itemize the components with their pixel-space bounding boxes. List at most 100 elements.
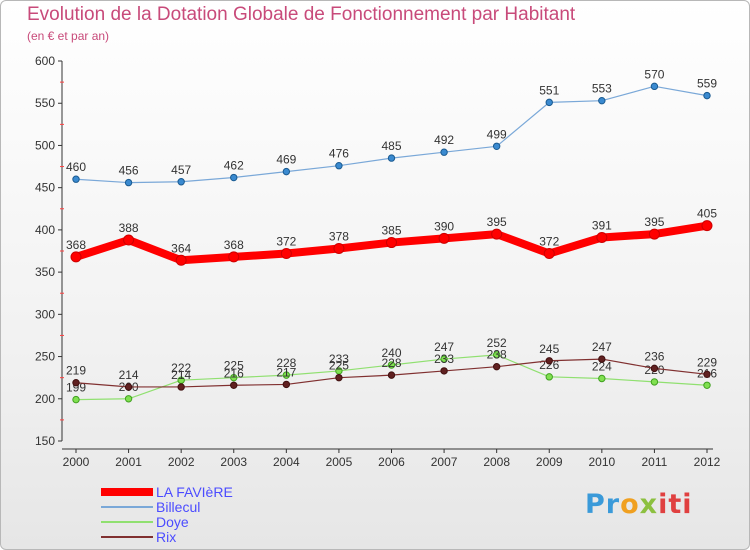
x-tick-label: 2004	[273, 455, 300, 469]
data-label: 247	[592, 340, 612, 354]
legend-label: Doye	[156, 514, 189, 530]
data-label: 553	[592, 82, 612, 96]
data-point	[438, 232, 450, 244]
data-label: 199	[66, 381, 86, 395]
x-tick-label: 2006	[378, 455, 405, 469]
data-point	[177, 178, 185, 186]
data-point	[123, 234, 135, 246]
data-point	[492, 362, 501, 371]
data-label: 476	[329, 147, 349, 161]
chart-title: Evolution de la Dotation Globale de Fonc…	[27, 4, 576, 25]
legend-item: Doye	[101, 514, 301, 530]
data-label: 236	[644, 349, 664, 363]
legend: LA FAVIèRE Billecul Doye Rix	[101, 484, 301, 545]
y-tick-label: 450	[35, 181, 55, 195]
data-label: 224	[592, 360, 612, 374]
data-label: 460	[66, 160, 86, 174]
x-tick-label: 2010	[588, 455, 615, 469]
data-point	[230, 373, 238, 382]
data-point	[650, 364, 659, 373]
data-label: 469	[276, 153, 296, 167]
data-point	[282, 167, 291, 176]
data-point	[387, 154, 396, 162]
data-point	[492, 142, 501, 150]
legend-swatch	[101, 506, 153, 508]
data-point	[70, 251, 82, 263]
data-label: 368	[66, 238, 86, 252]
data-point	[545, 98, 553, 107]
legend-swatch	[101, 521, 153, 523]
legend-swatch	[101, 488, 153, 496]
data-label: 388	[119, 221, 139, 235]
data-label: 372	[539, 235, 559, 249]
data-point	[386, 237, 397, 249]
data-label: 238	[487, 348, 507, 362]
data-point	[440, 148, 448, 156]
data-label: 570	[644, 67, 664, 81]
data-point	[598, 374, 606, 383]
data-point	[228, 251, 240, 263]
legend-item: Rix	[101, 529, 301, 545]
data-point	[280, 248, 292, 260]
data-label: 499	[487, 127, 507, 141]
data-label: 225	[329, 359, 349, 373]
data-point	[177, 383, 185, 391]
data-label: 405	[697, 207, 717, 221]
y-tick-label: 600	[35, 54, 55, 68]
data-label: 245	[539, 342, 559, 356]
data-point	[543, 248, 555, 260]
data-point	[598, 355, 606, 363]
data-label: 457	[171, 163, 191, 177]
legend-item: LA FAVIèRE	[101, 484, 301, 500]
data-point	[335, 373, 343, 382]
y-tick-label: 550	[35, 96, 55, 110]
proxiti-logo: Proxiti	[585, 489, 693, 520]
legend-label: Rix	[156, 529, 177, 545]
x-tick-label: 2007	[431, 455, 458, 469]
data-label: 390	[434, 219, 454, 233]
data-label: 385	[381, 224, 401, 238]
y-tick-label: 350	[35, 265, 55, 279]
y-tick-label: 300	[35, 307, 55, 321]
y-tick-label: 150	[35, 434, 55, 448]
x-tick-label: 2011	[642, 455, 668, 469]
data-point	[387, 361, 396, 369]
data-point	[703, 381, 711, 389]
data-label: 240	[381, 346, 401, 360]
data-point	[440, 367, 448, 375]
data-label: 247	[434, 340, 454, 354]
data-label: 225	[224, 359, 244, 373]
legend-item: Billecul	[101, 499, 301, 515]
data-label: 222	[171, 361, 191, 375]
data-label: 364	[171, 241, 191, 255]
x-tick-label: 2009	[536, 455, 563, 469]
y-tick-label: 250	[35, 350, 55, 364]
series-billecul: 460 456 457 462 469 476 485 492 499 551 553 570 559	[66, 67, 717, 187]
data-label: 229	[697, 355, 717, 369]
data-point	[335, 162, 343, 170]
data-point	[492, 351, 501, 359]
x-tick-label: 2008	[483, 455, 510, 469]
y-tick-label: 200	[35, 392, 55, 406]
data-label: 233	[329, 352, 349, 366]
x-tick-label: 2012	[694, 455, 721, 469]
data-point	[387, 371, 396, 379]
data-point	[124, 178, 133, 187]
legend-label: Billecul	[156, 499, 201, 515]
data-point	[491, 228, 503, 240]
data-label: 216	[224, 366, 244, 380]
data-label: 492	[434, 133, 454, 147]
data-label: 378	[329, 229, 349, 243]
data-label: 462	[224, 159, 244, 173]
data-point	[545, 357, 553, 365]
data-point	[598, 96, 606, 105]
data-label: 395	[487, 215, 507, 229]
x-tick-label: 2003	[220, 455, 247, 469]
data-label: 559	[697, 77, 717, 91]
data-label: 485	[381, 139, 401, 153]
data-point	[282, 371, 291, 379]
data-point	[282, 380, 291, 389]
x-tick-label: 2002	[168, 455, 195, 469]
series-rix: 219 214 214 216 217 225 228 233 238 245 247 236 229	[66, 340, 717, 391]
